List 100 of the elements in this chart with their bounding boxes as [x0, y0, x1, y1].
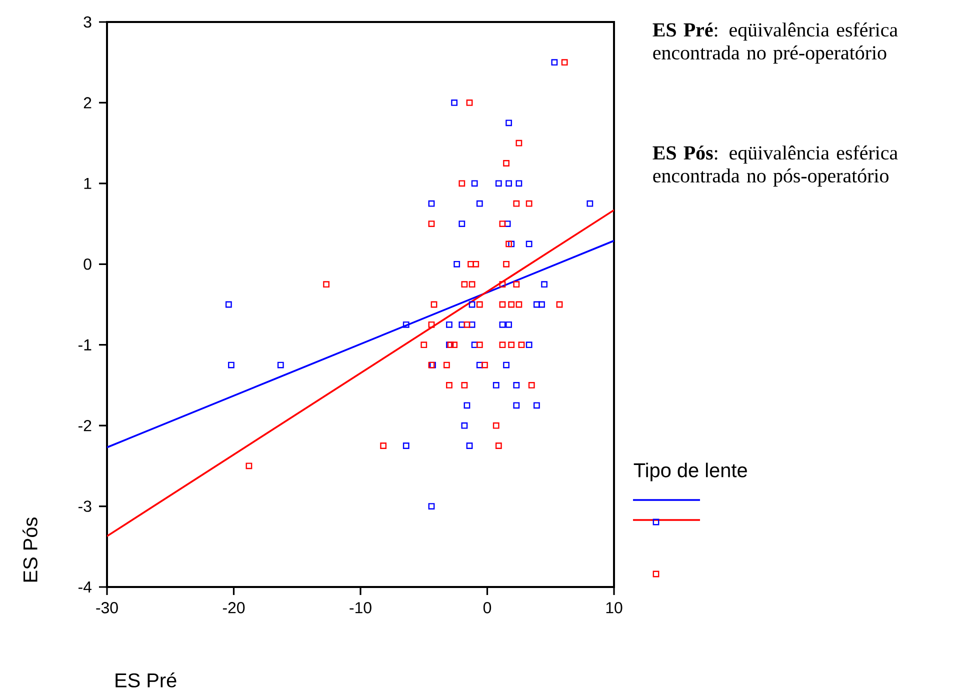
point	[458, 321, 466, 328]
point	[506, 321, 512, 328]
point	[492, 422, 500, 429]
point	[228, 362, 234, 368]
text: ES Pré: eqüivalência esférica encontrada no pré-operatório	[652, 22, 898, 64]
point	[499, 321, 506, 328]
point	[466, 100, 473, 106]
point	[430, 301, 438, 308]
point	[461, 422, 468, 429]
point	[513, 281, 520, 288]
point	[451, 100, 458, 106]
point	[443, 362, 450, 368]
y-tick-label: -2	[78, 420, 92, 432]
x-axis-title: ES Pré	[116, 672, 176, 688]
point	[526, 200, 532, 207]
point	[428, 200, 435, 207]
point	[561, 59, 568, 66]
point	[551, 59, 558, 66]
point	[468, 321, 476, 328]
point	[420, 342, 428, 348]
point	[454, 260, 460, 268]
x-tick-label: 10	[606, 602, 622, 614]
point	[466, 442, 473, 449]
point	[468, 260, 474, 268]
point	[508, 301, 515, 308]
point	[471, 342, 478, 348]
point	[472, 260, 480, 268]
point	[499, 220, 506, 227]
point	[428, 220, 435, 227]
point	[458, 180, 466, 187]
point	[513, 200, 520, 207]
legend-title: Tipo de lente	[634, 462, 747, 482]
y-tick-label: -4	[78, 582, 92, 592]
point	[402, 442, 410, 449]
point	[402, 321, 410, 328]
point	[225, 301, 232, 308]
point	[506, 240, 512, 248]
point	[499, 301, 506, 308]
x-tick-label: -20	[222, 602, 245, 614]
point	[492, 382, 500, 388]
point	[506, 180, 512, 187]
point	[533, 402, 540, 409]
point	[468, 301, 476, 308]
point	[464, 321, 470, 328]
point	[323, 281, 330, 288]
point	[518, 342, 525, 348]
text: ES Pós: eqüivalência esférica encontrada no pós-operatório	[652, 145, 898, 187]
point	[508, 342, 515, 348]
point	[516, 180, 522, 187]
point	[556, 301, 563, 308]
point	[428, 321, 435, 328]
point	[471, 180, 478, 187]
y-tick-label: -1	[78, 339, 92, 350]
point	[495, 180, 502, 187]
point	[482, 362, 488, 368]
y-tick-label: -3	[78, 500, 92, 512]
point	[526, 342, 532, 348]
y-tick-label: 0	[84, 258, 92, 270]
point	[458, 220, 466, 227]
point	[495, 442, 502, 449]
point	[513, 382, 520, 388]
point	[428, 503, 435, 510]
point	[506, 120, 512, 126]
point	[504, 220, 511, 227]
point	[499, 342, 506, 348]
point	[516, 301, 522, 308]
x-tick-label: -10	[350, 602, 372, 614]
point	[476, 362, 483, 368]
point	[277, 362, 284, 368]
point	[446, 321, 452, 328]
point	[541, 281, 548, 288]
y-tick-label: 2	[84, 97, 92, 108]
point	[380, 442, 387, 449]
point	[446, 382, 452, 388]
y-tick-label: 1	[84, 178, 92, 189]
point	[461, 382, 468, 388]
point	[513, 402, 520, 409]
point	[508, 240, 515, 248]
point	[461, 281, 468, 288]
point	[516, 140, 522, 146]
point	[528, 382, 535, 388]
point	[503, 362, 510, 368]
point	[464, 402, 470, 409]
point	[451, 342, 458, 348]
point	[503, 160, 510, 166]
point	[476, 301, 483, 308]
point	[533, 301, 540, 308]
point	[468, 281, 476, 288]
point	[538, 301, 545, 308]
point	[526, 240, 532, 248]
y-tick-label: 3	[84, 16, 92, 28]
point	[246, 462, 252, 470]
x-tick-label: -30	[96, 602, 118, 614]
point	[476, 200, 483, 207]
point	[499, 281, 506, 288]
x-tick-label: 0	[483, 602, 492, 614]
point	[476, 342, 483, 348]
point	[503, 260, 510, 268]
point	[586, 200, 594, 207]
y-axis-title: ES Pós	[22, 518, 38, 582]
